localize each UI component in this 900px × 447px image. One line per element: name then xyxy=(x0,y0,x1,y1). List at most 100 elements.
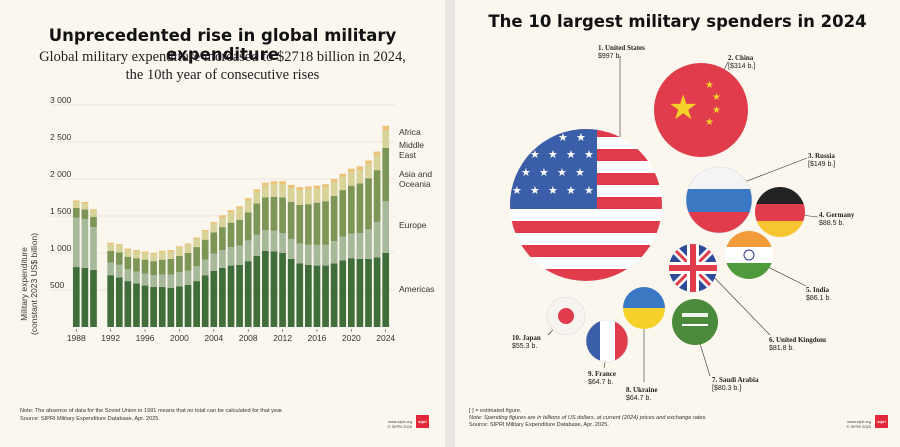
bar-segment xyxy=(330,196,338,242)
bar-segment xyxy=(141,285,149,327)
bar-segment xyxy=(124,269,132,282)
left-panel: Unprecedented rise in global military ex… xyxy=(0,0,445,447)
bar-segment xyxy=(141,259,149,274)
stacked-bar-chart: 500 1 000 1 500 2 000 2 500 3 000 1988 1992 199… xyxy=(19,95,434,343)
x-tick-label: 1992 xyxy=(101,333,120,343)
svg-text:★: ★ xyxy=(558,132,568,144)
bubble-label-japan: 10. Japan $55.3 b. xyxy=(512,334,541,350)
bar-segment xyxy=(107,275,115,327)
bar-segment xyxy=(270,184,278,197)
bar-segment xyxy=(296,190,304,205)
legend-label: Middle East xyxy=(399,140,424,160)
bar-segment xyxy=(253,189,261,192)
right-note1: [ ] = estimated figure. xyxy=(469,408,522,414)
bar-segment xyxy=(339,173,347,177)
x-tick-label: 1996 xyxy=(136,333,155,343)
bar-segment xyxy=(184,243,192,245)
bar-segment xyxy=(244,212,252,241)
legend-label: Asia and Oceania xyxy=(399,169,432,189)
bar-segment xyxy=(81,201,89,204)
bar-segment xyxy=(227,212,235,223)
bar-segment xyxy=(270,196,278,231)
bar-segment xyxy=(339,176,347,191)
bar-segment xyxy=(253,234,261,256)
bar-segment xyxy=(253,203,261,235)
x-tick-label: 2008 xyxy=(239,333,258,343)
bar-segment xyxy=(339,260,347,327)
svg-text:★: ★ xyxy=(712,92,721,103)
bar-segment xyxy=(253,255,261,327)
left-subtitle-line2: the 10th year of consecutive rises xyxy=(125,67,320,83)
bar-segment xyxy=(124,281,132,327)
bar-segment xyxy=(141,253,149,260)
bar-segment xyxy=(330,263,338,327)
right-title: The 10 largest military spenders in 2024 xyxy=(488,12,867,31)
bar-segment xyxy=(356,233,364,259)
bar-segment xyxy=(356,258,364,327)
bar-segment xyxy=(133,258,140,272)
bar-segment xyxy=(382,253,390,327)
svg-text:★: ★ xyxy=(705,80,714,91)
bar-segment xyxy=(90,270,97,327)
bar-segment xyxy=(107,262,115,276)
bar-segment xyxy=(210,253,218,271)
bar-segment xyxy=(244,261,252,327)
bar-segment xyxy=(244,200,252,213)
bar-segment xyxy=(115,244,123,246)
bar-segment xyxy=(72,217,80,268)
bar-segment xyxy=(287,201,295,239)
bar-segment xyxy=(347,172,355,186)
bar-segment xyxy=(365,178,372,230)
bubble-label-china: 2. China [$314 b.] xyxy=(728,54,755,70)
bar-segment xyxy=(296,204,304,244)
bar-segment xyxy=(304,264,312,327)
bar-segment xyxy=(262,197,269,231)
bar-segment xyxy=(81,209,89,219)
legend-label: Americas xyxy=(399,284,434,294)
china-flag: ★ ★ ★ ★ ★ xyxy=(654,63,748,157)
bar-segment xyxy=(304,189,312,205)
svg-text:★: ★ xyxy=(530,185,540,197)
bar-segment xyxy=(322,265,329,327)
bar-segment xyxy=(184,270,192,285)
y-axis-label-line1: Military expenditure xyxy=(19,247,29,321)
svg-text:★: ★ xyxy=(566,149,576,161)
bar-segment xyxy=(219,217,226,228)
bar-segment xyxy=(176,286,183,327)
left-note: Note: The absence of data for the Soviet… xyxy=(20,408,284,414)
bar-segment xyxy=(193,238,200,248)
legend-label: Africa xyxy=(399,127,421,137)
bubble-label-ukraine: 8. Ukraine $64.7 b. xyxy=(626,386,658,402)
india-flag xyxy=(725,231,773,279)
bar-segment xyxy=(124,256,132,270)
bar-segment xyxy=(270,181,278,185)
y-tick-label: 1 000 xyxy=(50,243,72,253)
bar-segment xyxy=(296,187,304,191)
svg-text:★: ★ xyxy=(584,185,594,197)
x-tick-label: 2016 xyxy=(307,333,326,343)
bar-segment xyxy=(279,197,286,234)
bar-segment xyxy=(347,233,355,259)
bar-segment xyxy=(382,125,390,131)
bar-segment xyxy=(236,245,243,265)
bar-segment xyxy=(184,244,192,253)
left-title: Unprecedented rise in global military ex… xyxy=(48,26,397,64)
bar-segment xyxy=(356,170,364,184)
bar-segment xyxy=(150,253,158,255)
bar-segment xyxy=(373,155,381,171)
bubble-label-usa: 1. United States $997 b. xyxy=(598,44,645,60)
bar-segment xyxy=(167,251,175,259)
bar-segment xyxy=(347,185,355,234)
bar-segment xyxy=(227,247,235,266)
bar-segment xyxy=(304,204,312,245)
bar-segment xyxy=(356,166,364,171)
bar-segment xyxy=(244,240,252,262)
bar-segment xyxy=(81,218,89,268)
bar-segment xyxy=(176,272,183,287)
bar-segment xyxy=(210,221,218,224)
bar-segment xyxy=(81,203,89,210)
bar-segment xyxy=(133,251,140,259)
svg-text:★: ★ xyxy=(705,117,714,128)
bar-segment xyxy=(141,273,149,286)
y-tick-label: 2 500 xyxy=(50,132,72,142)
